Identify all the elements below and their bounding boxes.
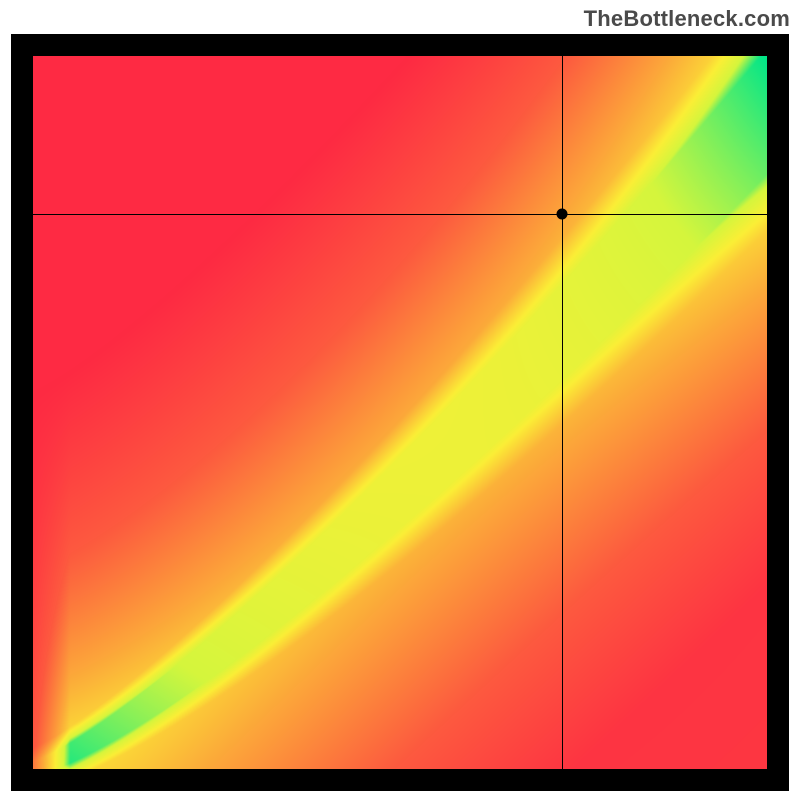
crosshair-vertical [562, 56, 563, 769]
watermark-text: TheBottleneck.com [584, 6, 790, 32]
heatmap-plot [33, 56, 767, 769]
crosshair-marker [557, 209, 568, 220]
heatmap-canvas [33, 56, 767, 769]
chart-container: { "watermark": { "text": "TheBottleneck.… [0, 0, 800, 800]
crosshair-horizontal [33, 214, 767, 215]
